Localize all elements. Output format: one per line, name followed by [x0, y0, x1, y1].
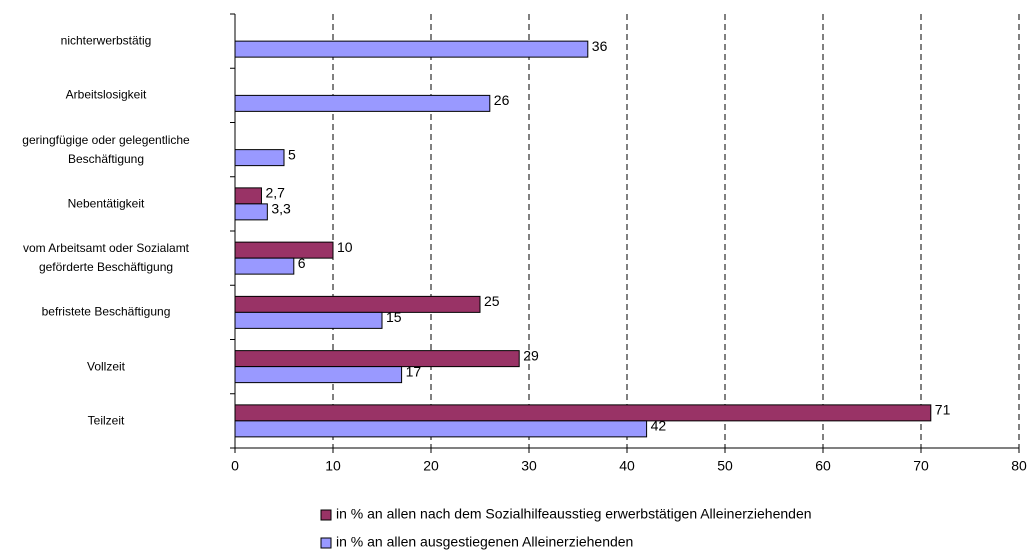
bar: [234, 149, 285, 167]
value-label: 5: [288, 146, 296, 162]
value-label: 29: [523, 347, 539, 363]
bar: [234, 257, 295, 275]
value-label: 15: [386, 309, 402, 325]
y-tick-label: nichterwerbstätig: [60, 33, 152, 48]
legend-swatch: [320, 509, 332, 521]
y-tick-label: vom Arbeitsamt oder Sozialamt geförderte…: [22, 241, 190, 275]
legend-label: in % an allen ausgestiegenen Alleinerzie…: [336, 534, 633, 550]
x-tick-label: 70: [913, 458, 929, 474]
y-tick-label: Vollzeit: [86, 359, 126, 374]
bar: [234, 295, 481, 313]
value-label: 42: [651, 418, 667, 434]
y-tick-label: Teilzeit: [87, 413, 125, 428]
value-label: 36: [592, 38, 608, 54]
value-label: 26: [494, 92, 510, 108]
value-label: 3,3: [271, 201, 291, 217]
y-tick-label: befristete Beschäftigung: [41, 304, 171, 319]
bar: [234, 94, 491, 112]
x-tick-label: 30: [521, 458, 537, 474]
bar: [234, 40, 589, 58]
bar: [234, 187, 262, 205]
y-tick-label: geringfügige oder gelegentliche Beschäft…: [22, 132, 190, 166]
y-tick-label: Nebentätigkeit: [67, 196, 145, 211]
bar: [234, 404, 932, 422]
bar: [234, 366, 403, 384]
value-label: 6: [298, 255, 306, 271]
x-tick-label: 50: [717, 458, 733, 474]
x-tick-label: 80: [1011, 458, 1027, 474]
value-label: 2,7: [265, 185, 285, 201]
legend-label: in % an allen nach dem Sozialhilfeaussti…: [336, 506, 812, 522]
value-label: 25: [484, 293, 500, 309]
bar: [234, 350, 520, 368]
x-tick-label: 40: [619, 458, 635, 474]
x-tick-label: 20: [423, 458, 439, 474]
x-tick-label: 0: [231, 458, 239, 474]
x-tick-label: 10: [325, 458, 341, 474]
bar: [234, 311, 383, 329]
legend-swatch: [320, 537, 332, 549]
bar: [234, 420, 648, 438]
y-tick-label: Arbeitslosigkeit: [65, 87, 147, 102]
bar: [234, 241, 334, 259]
value-label: 71: [935, 402, 951, 418]
bar: [234, 203, 268, 221]
value-label: 10: [337, 239, 353, 255]
value-label: 17: [406, 363, 422, 379]
x-tick-label: 60: [815, 458, 831, 474]
